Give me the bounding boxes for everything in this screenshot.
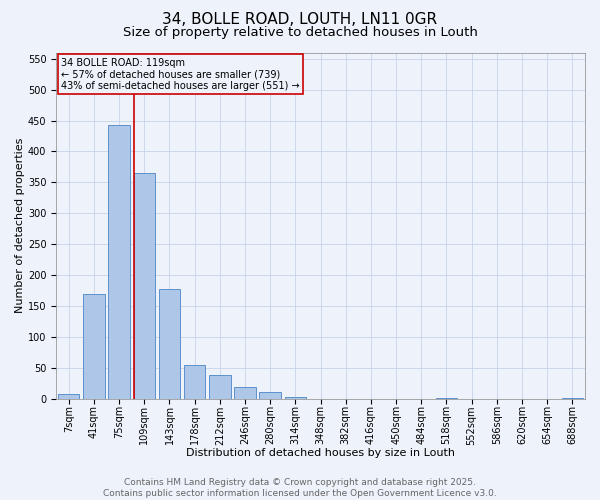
Bar [159,289,180,399]
Bar [134,173,155,399]
Text: Size of property relative to detached houses in Louth: Size of property relative to detached ho… [122,26,478,39]
Bar [83,294,104,399]
Bar [209,375,230,399]
Text: 34, BOLLE ROAD, LOUTH, LN11 0GR: 34, BOLLE ROAD, LOUTH, LN11 0GR [163,12,437,28]
X-axis label: Distribution of detached houses by size in Louth: Distribution of detached houses by size … [186,448,455,458]
Text: Contains HM Land Registry data © Crown copyright and database right 2025.
Contai: Contains HM Land Registry data © Crown c… [103,478,497,498]
Y-axis label: Number of detached properties: Number of detached properties [15,138,25,314]
Bar [235,386,256,399]
Bar [259,392,281,399]
Bar [284,397,306,399]
Bar [562,398,583,399]
Bar [109,125,130,399]
Bar [184,365,205,399]
Bar [436,398,457,399]
Text: 34 BOLLE ROAD: 119sqm
← 57% of detached houses are smaller (739)
43% of semi-det: 34 BOLLE ROAD: 119sqm ← 57% of detached … [61,58,300,91]
Bar [58,394,79,399]
